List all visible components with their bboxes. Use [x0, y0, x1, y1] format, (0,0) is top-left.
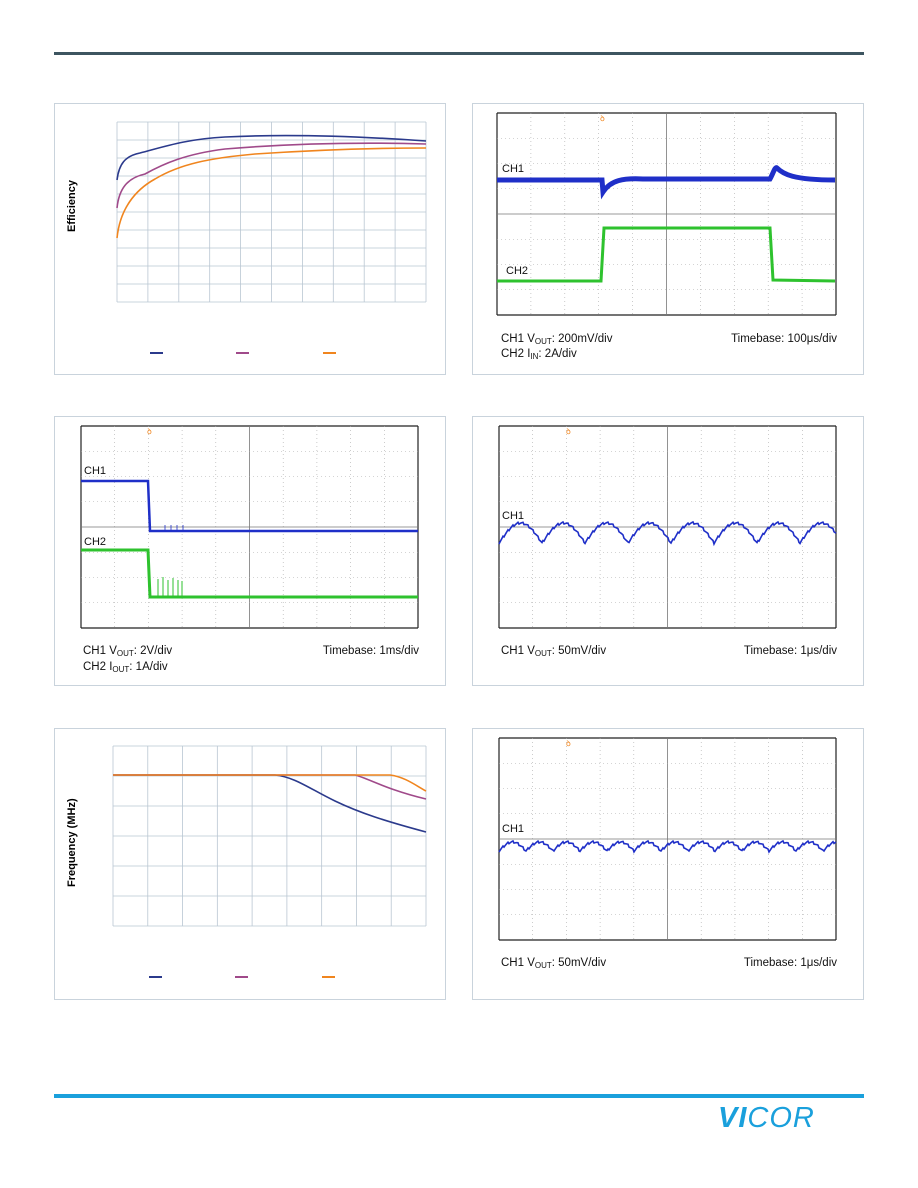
ch1-label: CH1: [84, 465, 106, 477]
header-rule: [54, 52, 864, 55]
ch1-label: CH1: [502, 510, 524, 522]
load-step-scope: CH1 CH2 ꝺ: [496, 112, 837, 316]
load-step-timebase: Timebase: 100μs/div: [731, 333, 837, 345]
footer-rule: [54, 1094, 864, 1098]
svg-text:VICOR: VICOR: [718, 1102, 815, 1134]
ch2-label: CH2: [506, 265, 528, 277]
short-circuit-caption-ch1: CH1 VOUT: 2V/div: [83, 645, 173, 658]
trigger-marker: ꝺ: [147, 427, 152, 436]
ripple-scope-2: CH1 ꝺ: [498, 737, 837, 941]
ripple-scope-2-panel: CH1 ꝺ CH1 VOUT: 50mV/div Timebase: 1μs/d…: [472, 728, 864, 1000]
ripple-2-timebase: Timebase: 1μs/div: [743, 957, 837, 969]
ripple-1-timebase: Timebase: 1μs/div: [743, 645, 837, 657]
efficiency-curve-3: [116, 147, 427, 239]
efficiency-grid: [116, 121, 427, 303]
load-step-scope-panel: CH1 CH2 ꝺ CH1 VOUT: 200mV/div CH2 IIN: 2…: [472, 103, 864, 375]
ch1-trace: [81, 479, 418, 533]
ch1-label: CH1: [502, 823, 524, 835]
frequency-grid: [112, 745, 427, 927]
ch1-trace: [498, 520, 837, 547]
trigger-marker: ꝺ: [600, 114, 605, 123]
scope-grid: [498, 737, 837, 941]
load-step-caption-ch2: CH2 IIN: 2A/div: [501, 348, 577, 361]
efficiency-curve-1: [116, 134, 427, 181]
trigger-marker: ꝺ: [566, 427, 571, 436]
ch1-trace: [498, 839, 837, 854]
efficiency-chart: [116, 121, 427, 354]
ch2-spikes: [157, 577, 183, 597]
scope-grid: [498, 425, 837, 629]
frequency-curve-1: [113, 774, 427, 833]
short-circuit-caption-ch2: CH2 IOUT: 1A/div: [83, 661, 168, 674]
efficiency-y-axis-label: Efficiency: [66, 180, 78, 232]
ripple-scope-1: CH1 ꝺ: [498, 425, 837, 629]
frequency-curve-2: [113, 774, 427, 800]
vicor-logo: VICOR: [718, 1102, 815, 1134]
frequency-curve-3: [113, 774, 427, 792]
trigger-marker: ꝺ: [566, 739, 571, 748]
short-circuit-scope: CH1 CH2 ꝺ: [80, 425, 419, 629]
frequency-chart: [112, 745, 427, 978]
ripple-scope-1-panel: CH1 ꝺ CH1 VOUT: 50mV/div Timebase: 1μs/d…: [472, 416, 864, 686]
frequency-chart-panel: Frequency (MHz): [54, 728, 446, 1000]
ch1-spikes: [164, 525, 184, 531]
ch1-label: CH1: [502, 163, 524, 175]
ripple-1-caption: CH1 VOUT: 50mV/div: [501, 645, 607, 658]
ch1-trace: [497, 165, 836, 200]
short-circuit-timebase: Timebase: 1ms/div: [322, 645, 419, 657]
load-step-caption-ch1: CH1 VOUT: 200mV/div: [501, 333, 613, 346]
scope-grid: [496, 112, 837, 316]
ripple-2-caption: CH1 VOUT: 50mV/div: [501, 957, 607, 970]
short-circuit-scope-panel: CH1 CH2 ꝺ CH1 VOUT: 2V/div CH2 IOUT: 1A/…: [54, 416, 446, 686]
ch2-label: CH2: [84, 536, 106, 548]
efficiency-chart-panel: Efficiency: [54, 103, 446, 375]
frequency-y-axis-label: Frequency (MHz): [66, 798, 78, 887]
ch2-trace: [81, 548, 418, 599]
ch2-trace: [497, 226, 836, 283]
scope-grid: [80, 425, 419, 629]
efficiency-curve-2: [116, 142, 427, 209]
